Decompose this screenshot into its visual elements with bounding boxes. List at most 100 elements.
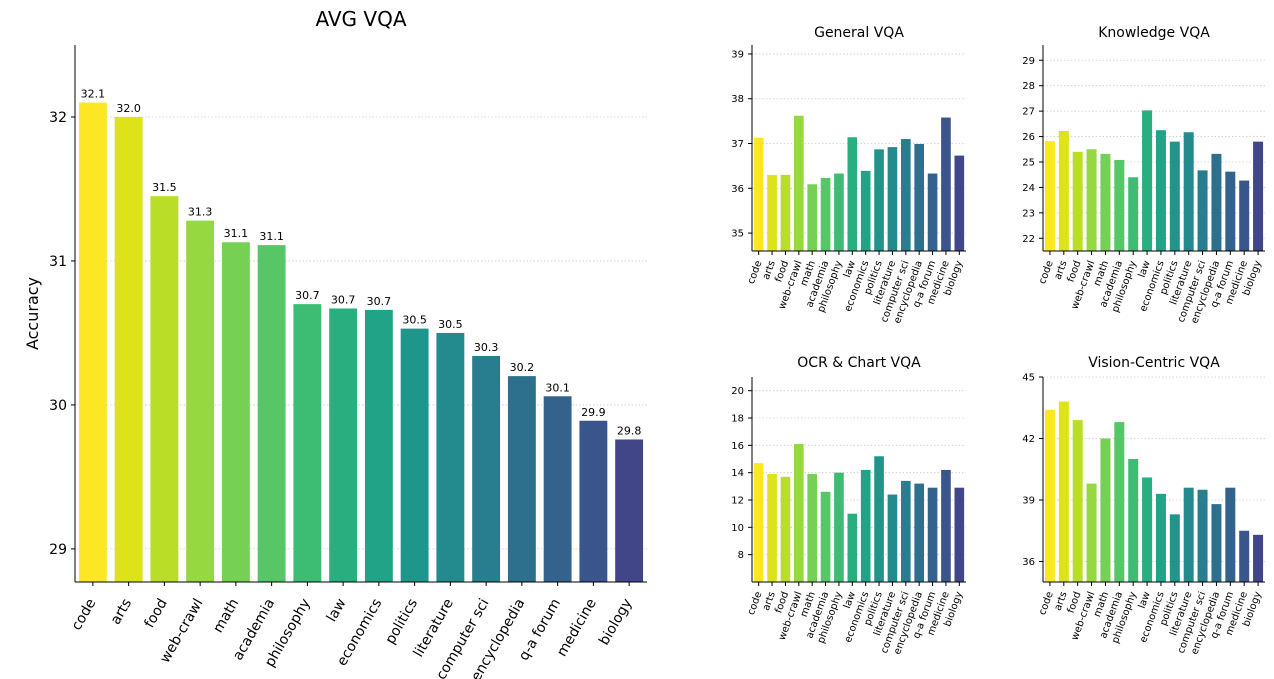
y-tick-label: 10 bbox=[731, 523, 744, 534]
bar-politics bbox=[874, 456, 884, 582]
bar-law bbox=[1142, 477, 1153, 582]
y-tick-label: 35 bbox=[731, 229, 744, 240]
chart-panel-4: 36394245codeartsfoodweb-crawlmathacademi… bbox=[1022, 355, 1265, 656]
bar-economics bbox=[1155, 130, 1166, 251]
x-tick-label: code bbox=[1037, 259, 1056, 285]
bar-biology bbox=[1253, 534, 1264, 582]
bar-encyclopedia bbox=[507, 376, 536, 582]
chart-title: OCR & Chart VQA bbox=[797, 355, 921, 371]
x-tick-label: biology bbox=[596, 596, 635, 648]
x-tick-label: code bbox=[69, 596, 100, 633]
bar-food bbox=[780, 476, 791, 582]
bar-economics bbox=[860, 469, 871, 582]
chart-panel-1: 3536373839codeartsfoodweb-crawlmathacade… bbox=[731, 25, 966, 325]
bar-philosophy bbox=[834, 173, 844, 251]
data-label: 32.0 bbox=[116, 102, 141, 115]
bar-food bbox=[1072, 151, 1083, 251]
bar-politics bbox=[874, 149, 884, 251]
data-label: 30.5 bbox=[402, 314, 427, 327]
bar-literature bbox=[887, 494, 898, 582]
bar-biology bbox=[954, 487, 965, 582]
bar-philosophy bbox=[1128, 459, 1139, 582]
y-tick-label: 36 bbox=[731, 184, 744, 195]
y-tick-label: 42 bbox=[1022, 434, 1035, 445]
bar-law bbox=[1142, 110, 1153, 251]
bar-q-a-forum bbox=[1225, 171, 1236, 251]
x-tick-label: math bbox=[210, 596, 242, 636]
bar-web-crawl bbox=[1086, 149, 1097, 251]
data-label: 30.1 bbox=[545, 381, 570, 394]
bar-computer-sci bbox=[1197, 489, 1208, 582]
bar-academia bbox=[820, 491, 831, 582]
data-label: 30.7 bbox=[295, 289, 320, 302]
data-label: 30.2 bbox=[510, 361, 535, 374]
bar-encyclopedia bbox=[1211, 504, 1222, 582]
data-label: 29.9 bbox=[581, 406, 606, 419]
chart-title: General VQA bbox=[814, 25, 904, 41]
bar-politics bbox=[1169, 141, 1180, 251]
bar-food bbox=[150, 196, 179, 583]
bar-literature bbox=[1183, 487, 1194, 582]
bar-math bbox=[807, 184, 818, 251]
data-label: 31.3 bbox=[188, 206, 213, 219]
chart-title: AVG VQA bbox=[315, 7, 406, 31]
bar-biology bbox=[615, 439, 644, 582]
data-label: 31.1 bbox=[224, 227, 249, 240]
bar-economics bbox=[1155, 493, 1166, 582]
y-tick-label: 24 bbox=[1022, 183, 1035, 194]
y-tick-label: 27 bbox=[1022, 107, 1035, 118]
bar-politics bbox=[1169, 514, 1180, 582]
bar-academia bbox=[257, 245, 286, 582]
bar-food bbox=[1072, 420, 1083, 582]
bar-literature bbox=[1183, 132, 1194, 251]
bar-law bbox=[847, 513, 858, 582]
bar-computer-sci bbox=[900, 480, 911, 582]
bar-law bbox=[847, 137, 858, 251]
bar-web-crawl bbox=[793, 115, 804, 251]
x-tick-label: food bbox=[142, 596, 171, 631]
y-tick-label: 29 bbox=[49, 542, 67, 558]
bar-medicine bbox=[1239, 530, 1250, 582]
y-axis-label: Accuracy bbox=[23, 277, 42, 350]
bar-math bbox=[1100, 438, 1111, 582]
y-tick-label: 18 bbox=[731, 414, 744, 425]
data-label: 30.5 bbox=[438, 318, 463, 331]
x-tick-label: law bbox=[1137, 590, 1153, 610]
bar-politics bbox=[400, 328, 429, 582]
y-tick-label: 39 bbox=[731, 49, 744, 60]
y-tick-label: 23 bbox=[1022, 208, 1035, 219]
data-label: 32.1 bbox=[81, 88, 106, 101]
bar-literature bbox=[887, 147, 898, 251]
y-tick-label: 14 bbox=[731, 468, 744, 479]
y-tick-label: 45 bbox=[1022, 373, 1035, 384]
y-tick-label: 22 bbox=[1022, 234, 1035, 245]
bar-q-a-forum bbox=[543, 396, 572, 582]
bar-food bbox=[780, 174, 791, 251]
bar-math bbox=[807, 474, 818, 582]
bar-encyclopedia bbox=[914, 143, 925, 251]
bar-philosophy bbox=[293, 304, 322, 582]
y-tick-label: 37 bbox=[731, 139, 744, 150]
x-tick-label: code bbox=[1037, 590, 1056, 616]
data-label: 31.5 bbox=[152, 181, 177, 194]
bar-biology bbox=[954, 155, 965, 251]
x-tick-label: law bbox=[324, 596, 350, 625]
x-tick-label: politics bbox=[382, 596, 421, 647]
data-label: 29.8 bbox=[617, 424, 642, 437]
x-tick-label: law bbox=[1137, 259, 1153, 279]
bar-economics bbox=[364, 309, 393, 582]
chart-panel-3: 8101214161820codeartsfoodweb-crawlmathac… bbox=[731, 355, 966, 656]
y-tick-label: 36 bbox=[1022, 557, 1035, 568]
bar-web-crawl bbox=[186, 220, 215, 582]
bar-biology bbox=[1253, 141, 1264, 251]
bar-encyclopedia bbox=[1211, 153, 1222, 251]
bar-law bbox=[329, 308, 358, 582]
bar-encyclopedia bbox=[914, 483, 925, 582]
bar-economics bbox=[860, 170, 871, 251]
chart-panel-2: 2223242526272829codeartsfoodweb-crawlmat… bbox=[1022, 25, 1265, 325]
y-tick-label: 20 bbox=[731, 386, 744, 397]
x-tick-label: arts bbox=[108, 596, 135, 627]
y-tick-label: 25 bbox=[1022, 157, 1035, 168]
bar-philosophy bbox=[834, 472, 844, 582]
